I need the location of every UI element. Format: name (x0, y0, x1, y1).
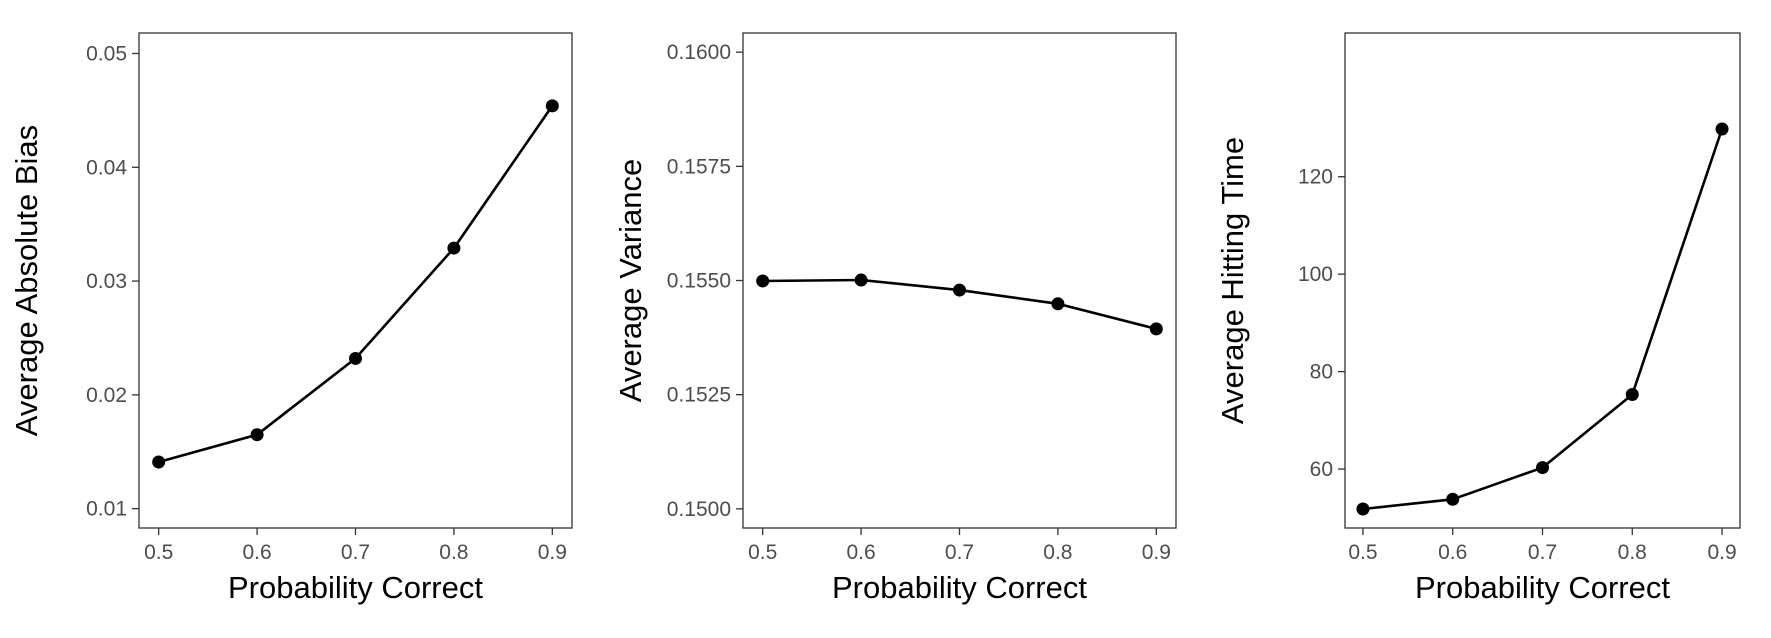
data-point (1356, 502, 1370, 516)
x-axis-title: Probability Correct (1415, 570, 1670, 605)
data-point (1625, 388, 1639, 402)
x-tick-label: 0.7 (945, 541, 974, 564)
data-point (152, 455, 166, 469)
x-tick-label: 0.5 (1348, 541, 1377, 564)
x-axis-title: Probability Correct (228, 570, 483, 605)
x-tick-label: 0.9 (538, 541, 567, 564)
data-point (349, 351, 362, 365)
data-point (545, 99, 559, 113)
plot-frame (1344, 32, 1741, 529)
y-tick-label: 80 (1310, 361, 1333, 384)
panel-average-variance: 0.5 0.6 0.7 0.8 0.9 0.1500 0.1525 0.1550 0.1575 0… (613, 32, 1177, 605)
data-point (1536, 461, 1549, 475)
y-tick-label: 0.1525 (667, 384, 731, 407)
x-tick-label: 0.8 (439, 541, 468, 564)
x-tick-label: 0.9 (1707, 541, 1736, 564)
y-tick-label: 0.1575 (667, 155, 731, 178)
x-tick-label: 0.5 (144, 541, 173, 564)
x-tick-label: 0.6 (846, 541, 875, 564)
x-tick-label: 0.8 (1618, 541, 1647, 564)
y-tick-label: 0.05 (86, 42, 127, 65)
data-point (1149, 322, 1163, 336)
y-tick-label: 0.04 (86, 156, 127, 179)
x-axis-title: Probability Correct (832, 570, 1087, 605)
x-tick-label: 0.8 (1043, 541, 1072, 564)
y-axis-title: Average Hitting Time (1215, 137, 1250, 424)
x-tick-label: 0.7 (1528, 541, 1557, 564)
data-point (1715, 122, 1729, 136)
data-point (447, 241, 461, 255)
x-tick-label: 0.6 (1438, 541, 1467, 564)
data-point (1446, 492, 1460, 506)
data-point (953, 283, 966, 297)
y-tick-label: 0.1500 (667, 498, 731, 521)
y-tick-label: 100 (1298, 263, 1333, 286)
data-point (854, 273, 868, 287)
y-tick-label: 0.1550 (667, 270, 731, 293)
panel-average-hitting-time: 0.5 0.6 0.7 0.8 0.9 60 80 100 120 Probability Cor… (1215, 32, 1741, 605)
x-tick-label: 0.9 (1142, 541, 1171, 564)
y-tick-label: 0.01 (86, 498, 127, 521)
y-tick-label: 0.1600 (667, 41, 731, 64)
data-point (756, 274, 770, 288)
y-tick-label: 120 (1298, 166, 1333, 189)
x-tick-label: 0.7 (341, 541, 370, 564)
x-tick-label: 0.6 (242, 541, 271, 564)
plot-frame (138, 32, 573, 529)
y-tick-label: 0.03 (86, 270, 127, 293)
data-point (1051, 297, 1065, 311)
y-tick-label: 60 (1310, 458, 1333, 481)
y-axis-title: Average Variance (613, 159, 648, 403)
panel-average-absolute-bias: 0.5 0.6 0.7 0.8 0.9 0.01 0.02 0.03 0.04 0.05 Proba… (9, 32, 573, 605)
y-axis-title: Average Absolute Bias (9, 125, 44, 436)
y-tick-label: 0.02 (86, 384, 127, 407)
data-point (250, 428, 264, 442)
x-tick-label: 0.5 (748, 541, 777, 564)
